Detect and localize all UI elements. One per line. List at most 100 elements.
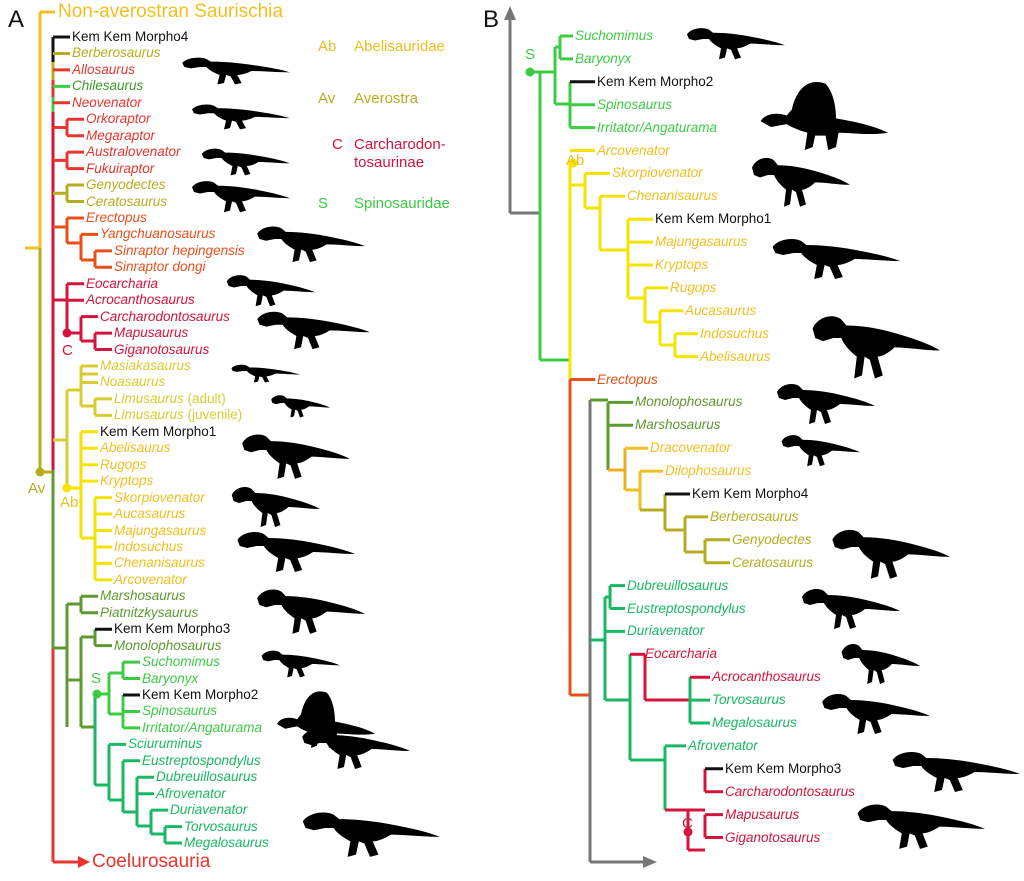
theropod-silhouette-icon	[242, 434, 350, 479]
taxon-name: Spinosaurus	[142, 703, 218, 719]
taxon-label-a: Megalosaurus	[184, 835, 269, 850]
taxon-label-a: Indosuchus	[114, 539, 183, 554]
taxon-label-a: Eocarcharia	[86, 276, 158, 291]
taxon-name: Marshosaurus	[100, 588, 186, 604]
taxon-name: Sciuruminus	[128, 736, 203, 752]
taxon-label-a: Dubreuillosaurus	[156, 769, 257, 784]
theropod-silhouette-icon	[772, 239, 900, 279]
taxon-name: Limusaurus	[114, 407, 184, 423]
theropod-silhouette-icon	[752, 157, 850, 207]
taxon-name: Kem Kem Morpho1	[100, 423, 217, 439]
taxon-label-a: Kem Kem Morpho2	[142, 687, 258, 702]
taxon-name: Erectopus	[86, 209, 147, 225]
taxon-label-a: Chenanisaurus	[114, 555, 205, 570]
taxon-label-b: Spinosaurus	[597, 97, 672, 112]
theropod-silhouette-icon	[857, 804, 985, 849]
theropod-silhouette-icon	[257, 589, 365, 634]
taxon-name: Ceratosaurus	[86, 193, 168, 209]
spinosaurus-silhouette-icon	[760, 82, 888, 150]
node-label-abelisauridae: Ab	[60, 494, 79, 511]
taxon-name: Skorpiovenator	[612, 165, 703, 181]
taxon-label-a: Sciuruminus	[128, 736, 202, 751]
taxon-name: Kem Kem Morpho3	[725, 760, 842, 776]
taxon-name: Fukuiraptor	[86, 160, 155, 176]
legend-abbr: S	[318, 195, 329, 212]
theropod-silhouette-icon	[192, 181, 290, 213]
taxon-name: Australovenator	[86, 144, 181, 160]
taxon-name: Berberosaurus	[72, 45, 161, 61]
taxon-label-a: Suchomimus	[142, 654, 220, 669]
node-label-averostra: Av	[28, 480, 46, 497]
taxon-label-a: Sinraptor hepingensis	[114, 243, 245, 258]
taxon-name: Megalosaurus	[712, 715, 797, 730]
taxon-name: Majungasaurus	[114, 522, 207, 538]
taxon-label-b: Mapusaurus	[725, 807, 799, 822]
taxon-name: Arcovenator	[597, 142, 670, 158]
taxon-label-b: Skorpiovenator	[612, 165, 703, 180]
theropod-silhouette-icon	[812, 316, 940, 379]
taxon-name: Chenanisaurus	[114, 555, 205, 571]
theropod-silhouette-icon	[231, 487, 320, 527]
coelurosauria-label: Coelurosauria	[92, 851, 211, 872]
taxon-label-a: Orkoraptor	[86, 111, 151, 126]
taxon-label-b: Dilophosaurus	[665, 463, 751, 478]
taxon-name: Eustreptospondylus	[627, 600, 746, 616]
theropod-silhouette-icon	[192, 104, 290, 130]
taxon-name: Monolophosaurus	[114, 637, 222, 653]
taxon-name: Masiakasaurus	[100, 358, 191, 373]
taxon-name: Abelisaurus	[700, 348, 771, 364]
taxon-label-a: Australovenator	[86, 144, 181, 159]
taxon-label-b: Dracovenator	[650, 440, 731, 455]
taxon-label-b: Kryptops	[655, 257, 708, 272]
taxon-label-a: Noasaurus	[100, 374, 165, 389]
taxon-name: Eocarcharia	[86, 275, 159, 291]
taxon-name: Skorpiovenator	[114, 489, 205, 505]
taxon-name: Kem Kem Morpho1	[655, 211, 772, 227]
taxon-label-a: Masiakasaurus	[100, 358, 191, 373]
taxon-name: Sinraptor dongi	[114, 259, 206, 275]
taxon-name: Marshosaurus	[635, 417, 721, 433]
taxon-label-a: Spinosaurus	[142, 703, 217, 718]
taxon-label-a: Baryonyx	[142, 671, 198, 686]
taxon-name: Genyodectes	[732, 531, 812, 547]
panel-a-letter: A	[8, 6, 25, 33]
taxon-name: Dracovenator	[650, 440, 732, 456]
taxon-name: Kem Kem Morpho4	[72, 29, 189, 44]
taxon-label-b: Eustreptospondylus	[627, 601, 746, 616]
taxon-note: (juvenile)	[183, 407, 243, 423]
taxon-label-b: Baryonyx	[575, 51, 631, 66]
taxon-name: Carcharodontosaurus	[725, 783, 855, 799]
taxon-name: Piatnitzkysaurus	[100, 604, 199, 620]
taxon-name: Berberosaurus	[710, 508, 799, 524]
theropod-silhouette-icon	[257, 226, 365, 263]
taxon-label-b: Eocarcharia	[645, 646, 717, 661]
theropod-silhouette-icon	[261, 650, 340, 678]
taxon-name: Dubreuillosaurus	[156, 769, 258, 785]
node-label-spinosauridae-b: S	[525, 46, 536, 63]
node-dot	[568, 158, 578, 168]
taxon-label-a: Abelisaurus	[100, 440, 171, 455]
taxon-label-a: Aucasaurus	[114, 506, 185, 521]
taxon-name: Kem Kem Morpho3	[114, 621, 231, 637]
taxon-label-a: Rugops	[100, 457, 147, 472]
taxon-name: Majungasaurus	[655, 234, 748, 250]
theropod-silhouette-icon	[182, 57, 290, 85]
taxon-label-a: Marshosaurus	[100, 588, 186, 603]
taxon-label-b: Marshosaurus	[635, 417, 721, 432]
legend-abbr: Ab	[318, 38, 337, 55]
node-label-carcharodontosaurinae-b: C	[682, 815, 693, 832]
taxon-label-a: Berberosaurus	[72, 45, 161, 60]
taxon-name: Eocarcharia	[645, 646, 718, 662]
taxon-label-a: Ceratosaurus	[86, 194, 167, 209]
taxon-label-a: Kem Kem Morpho3	[114, 621, 230, 636]
taxon-name: Giganotosaurus	[725, 829, 821, 845]
taxon-name: Kryptops	[655, 257, 709, 272]
taxon-name: Sinraptor hepingensis	[114, 242, 245, 258]
panel-b-letter: B	[483, 6, 500, 33]
theropod-silhouette-icon	[781, 435, 860, 467]
taxon-name: Duriavenator	[170, 802, 248, 818]
taxon-label-a: Megaraptor	[86, 128, 155, 143]
theropod-silhouette-icon	[841, 644, 920, 684]
taxon-label-a: Acrocanthosaurus	[86, 292, 195, 307]
node-label-carcharodontosaurinae: C	[62, 342, 73, 359]
